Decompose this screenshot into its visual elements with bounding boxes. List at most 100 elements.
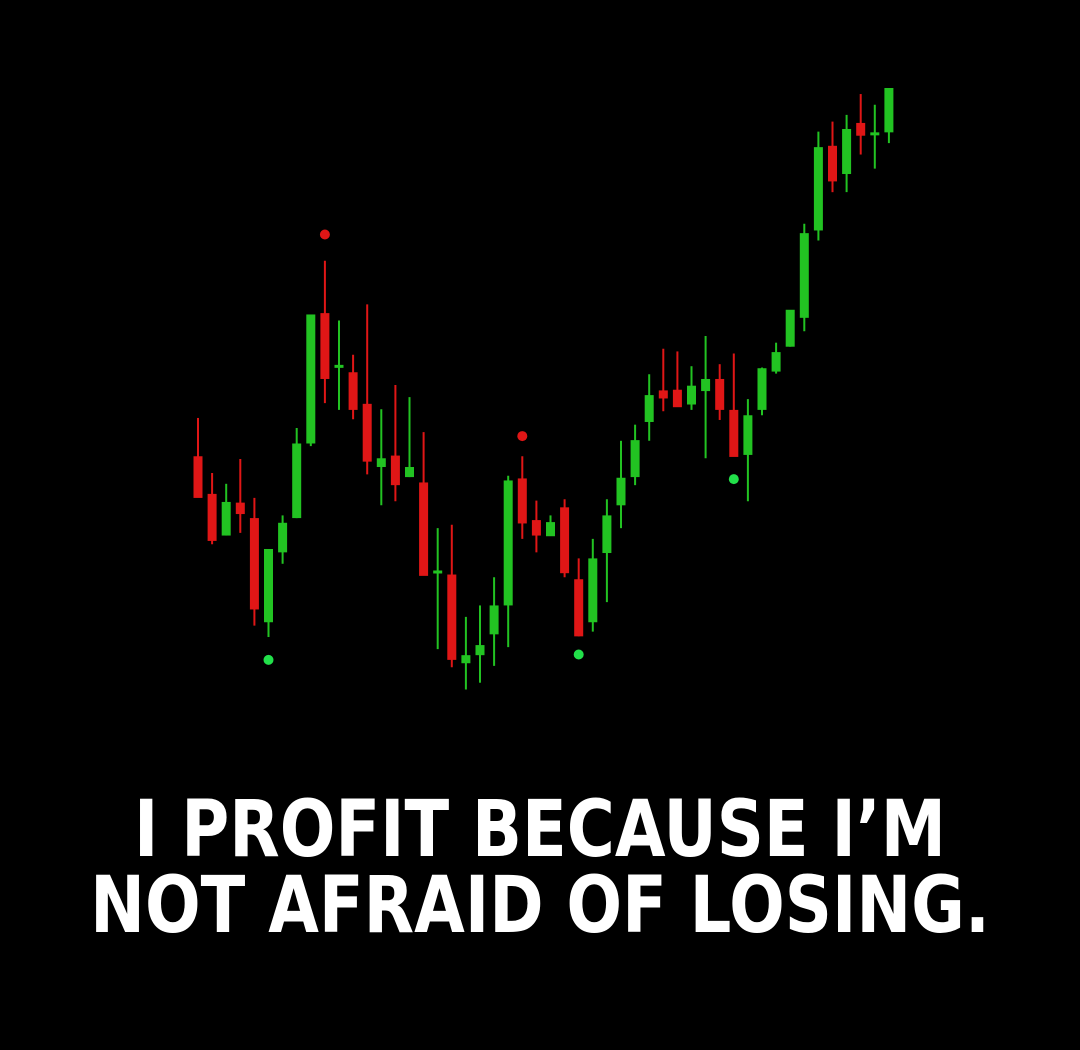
candle-body — [503, 480, 513, 606]
candle-down — [207, 473, 217, 545]
candle-body — [672, 389, 682, 408]
fractal-low-marker — [573, 649, 584, 660]
candle-down — [715, 364, 725, 420]
candle-up — [292, 428, 302, 519]
candle-up — [630, 424, 640, 486]
candle-body — [193, 456, 203, 498]
candle-up — [870, 104, 880, 169]
candle-down — [658, 348, 668, 412]
candle-down — [531, 500, 541, 553]
candle-up — [644, 374, 654, 441]
candle-up — [475, 605, 485, 683]
candle-body — [588, 558, 598, 623]
candle-up — [489, 577, 499, 666]
candle-body — [546, 522, 555, 537]
candle-up — [546, 515, 555, 537]
candle-down — [447, 524, 457, 668]
candle-up — [701, 335, 711, 459]
candle-body — [813, 147, 823, 231]
candle-up — [376, 409, 386, 506]
candle-up — [602, 499, 612, 603]
candle-body — [207, 493, 217, 541]
candle-body — [475, 645, 485, 656]
candle-body — [292, 443, 302, 519]
candle-body — [334, 364, 344, 368]
fractal-high-marker — [319, 229, 330, 240]
candle-body — [687, 385, 696, 405]
candle-up — [799, 223, 809, 332]
candle-up — [334, 320, 344, 410]
candle-body — [433, 570, 443, 574]
candle-up — [405, 397, 414, 478]
candles — [193, 88, 894, 690]
candle-up — [785, 309, 795, 347]
candle-body — [405, 467, 414, 478]
candle-up — [588, 538, 598, 632]
candle-down — [390, 385, 400, 502]
candle-body — [799, 233, 809, 318]
candle-down — [729, 353, 739, 457]
candle-body — [729, 409, 739, 457]
candle-down — [362, 304, 372, 475]
candle-body — [362, 403, 372, 462]
candle-body — [658, 390, 668, 399]
candle-body — [278, 522, 288, 553]
candle-up — [616, 440, 626, 529]
candle-down — [672, 351, 682, 408]
candle-up — [813, 131, 823, 241]
candle-body — [743, 415, 753, 455]
candle-up — [433, 528, 443, 650]
candle-up — [306, 314, 316, 447]
candle-body — [221, 501, 231, 536]
candle-body — [828, 145, 837, 182]
candle-body — [249, 518, 259, 610]
candle-down — [348, 354, 358, 420]
candle-body — [376, 458, 386, 468]
candle-body — [870, 132, 880, 136]
caption-line-1: I PROFIT BECAUSE I’M — [134, 785, 946, 875]
candle-body — [489, 605, 499, 635]
candle-body — [771, 352, 781, 372]
fractal-high-marker — [517, 431, 528, 442]
candle-up — [771, 342, 781, 374]
candle-body — [390, 455, 400, 486]
candle-up — [743, 399, 753, 502]
candle-body — [757, 368, 767, 410]
candle-body — [884, 88, 894, 133]
candle-down — [193, 417, 203, 498]
candle-body — [616, 477, 626, 506]
candle-body — [602, 515, 612, 554]
candle-body — [785, 309, 795, 347]
candle-body — [235, 502, 245, 515]
candle-body — [644, 395, 654, 422]
candle-body — [574, 579, 584, 637]
candle-up — [461, 616, 471, 690]
candle-up — [884, 88, 894, 144]
candle-body — [447, 574, 457, 660]
candle-up — [278, 515, 288, 564]
candle-down — [517, 456, 527, 539]
candle-down — [828, 121, 837, 193]
candle-down — [560, 499, 570, 578]
candle-body — [630, 440, 640, 478]
fractal-markers — [263, 229, 739, 665]
candle-body — [715, 378, 725, 410]
candle-body — [701, 378, 711, 392]
candle-up — [264, 548, 273, 638]
candle-body — [531, 520, 541, 536]
candle-body — [419, 482, 429, 576]
candle-down — [574, 558, 584, 637]
candle-down — [235, 458, 245, 533]
candle-body — [842, 128, 852, 175]
candle-body — [348, 372, 358, 410]
candle-body — [461, 655, 471, 664]
candle-body — [560, 507, 570, 574]
caption-line-2: NOT AFRAID OF LOSING. — [90, 861, 990, 951]
candle-up — [757, 367, 767, 416]
candle-up — [687, 366, 696, 410]
fractal-low-marker — [263, 654, 274, 665]
candle-down — [419, 432, 429, 576]
candle-down — [249, 497, 259, 626]
